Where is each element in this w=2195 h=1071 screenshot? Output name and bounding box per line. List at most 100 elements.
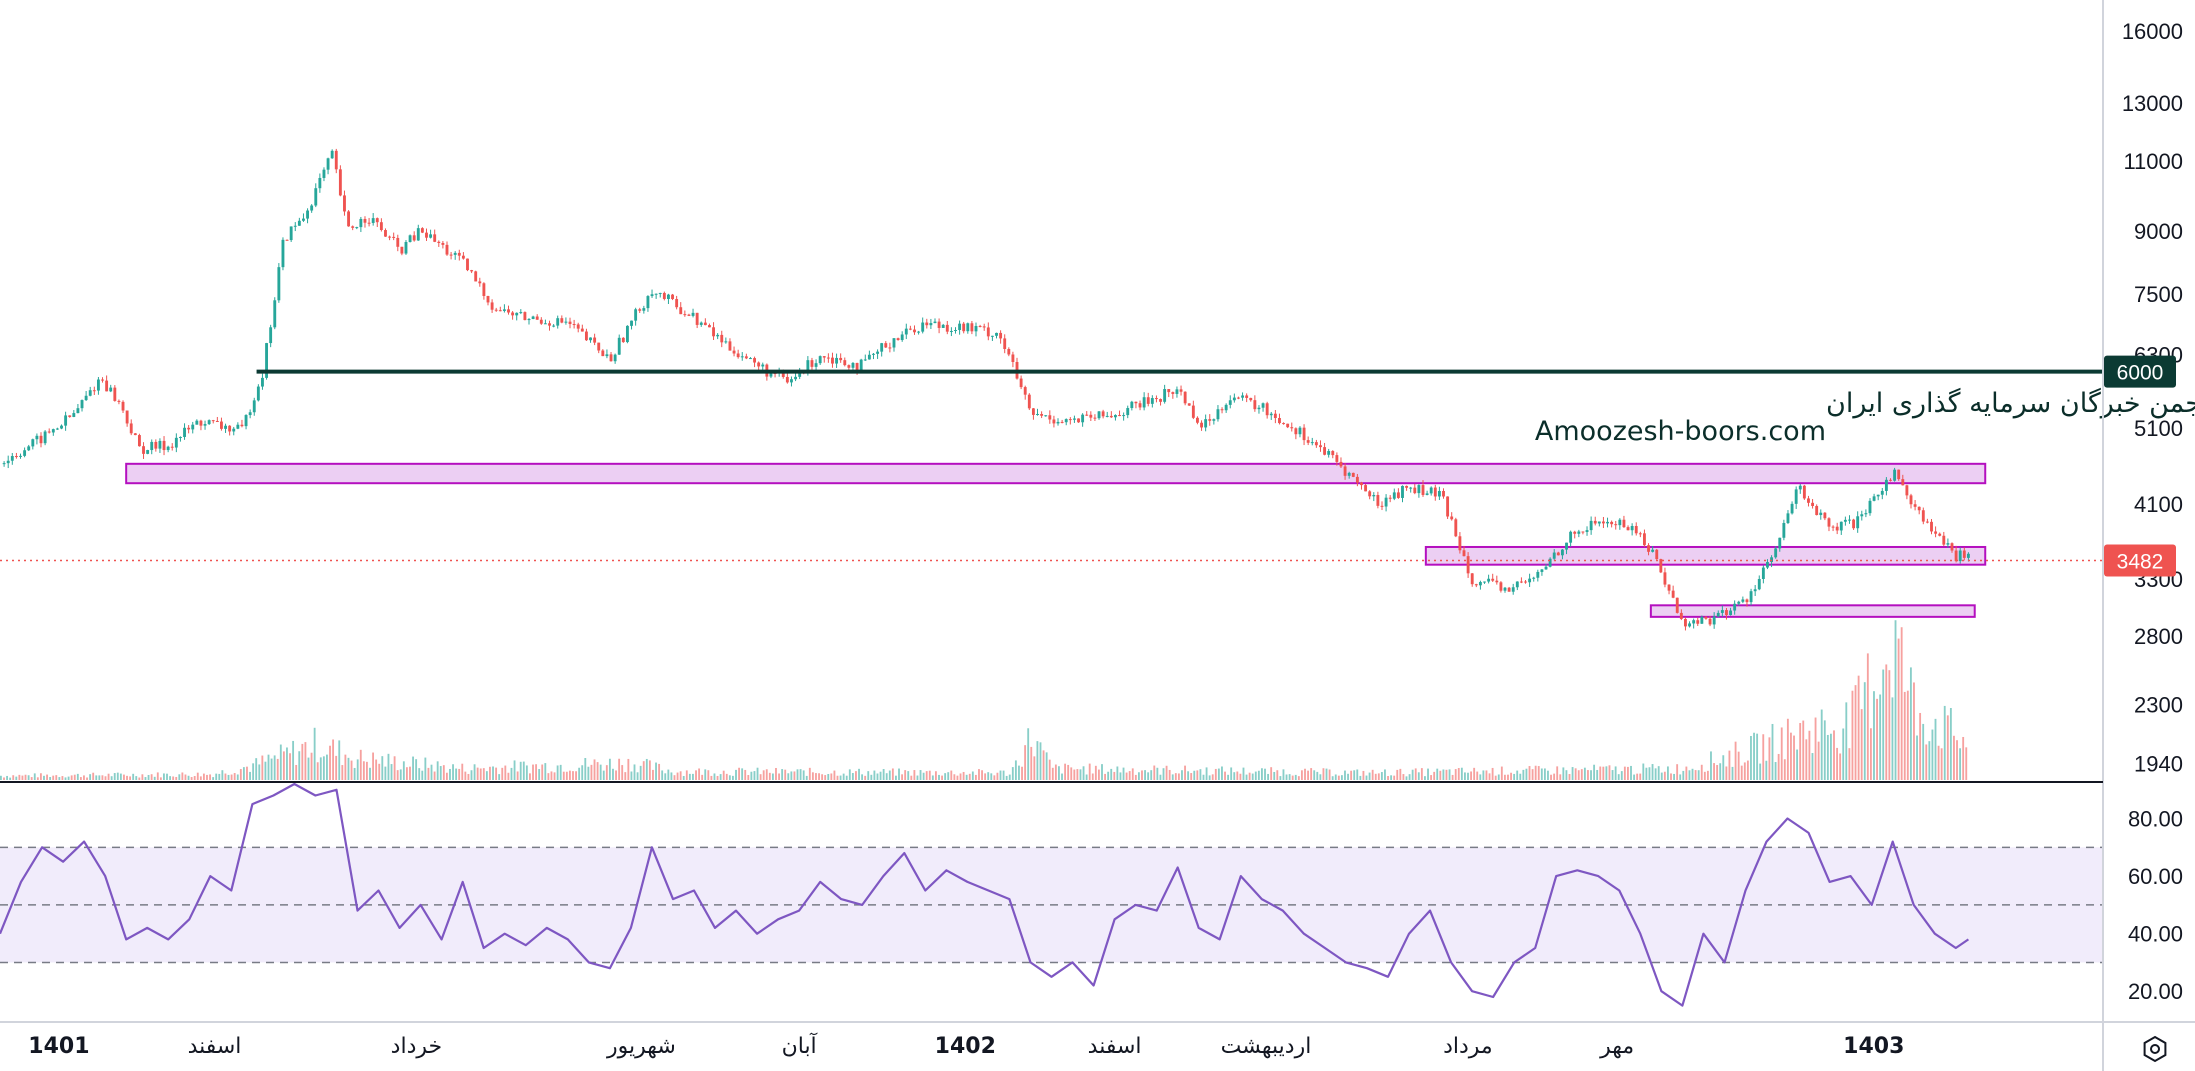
volume-bar bbox=[64, 777, 67, 780]
rsi-pane[interactable] bbox=[0, 782, 2103, 1007]
time-axis[interactable]: 1401 اسفند خرداد شهریور آبان 1402 اسفند اردیبهش… bbox=[28, 1032, 1904, 1059]
volume-bar bbox=[1384, 769, 1386, 780]
volume-bar bbox=[956, 775, 959, 780]
volume-bar bbox=[261, 755, 264, 780]
volume-bar bbox=[1799, 723, 1802, 780]
candle-body bbox=[1249, 397, 1253, 401]
volume-bar bbox=[1670, 773, 1672, 780]
volume-bar bbox=[236, 774, 239, 780]
volume-bar bbox=[1064, 763, 1067, 780]
candle-body bbox=[416, 228, 420, 241]
volume-bar bbox=[501, 767, 504, 780]
candle-body bbox=[1671, 590, 1675, 598]
candle-body bbox=[486, 295, 490, 303]
candle-body bbox=[732, 350, 736, 354]
volume-bar bbox=[1319, 774, 1322, 780]
price-axis[interactable]: 1600013000110009000750063005100410033002… bbox=[2122, 19, 2183, 776]
candle-body bbox=[289, 226, 293, 241]
volume-bar bbox=[572, 771, 574, 780]
volume-bar bbox=[1470, 771, 1473, 780]
candle-body bbox=[1368, 491, 1372, 497]
candle-body bbox=[1610, 521, 1614, 525]
volume-bar bbox=[1786, 718, 1789, 780]
volume-bar bbox=[184, 774, 187, 780]
candle-body bbox=[1331, 451, 1335, 456]
volume-bar bbox=[1639, 773, 1642, 780]
volume-bar bbox=[965, 774, 968, 780]
volume-bar bbox=[787, 773, 790, 780]
candle-body bbox=[1966, 553, 1970, 558]
candle-body bbox=[1294, 428, 1298, 435]
volume-bar bbox=[33, 773, 36, 780]
candle-body bbox=[1031, 408, 1035, 415]
volume-bar bbox=[1617, 774, 1620, 780]
candle-body bbox=[404, 242, 408, 254]
volume-bar bbox=[1227, 774, 1230, 780]
volume-bar bbox=[1765, 760, 1768, 780]
volume-bar bbox=[359, 749, 362, 780]
volume-bar bbox=[1021, 766, 1023, 780]
candle-body bbox=[474, 271, 478, 282]
rsi-axis[interactable]: 80.00 60.00 40.00 20.00 bbox=[2128, 807, 2183, 1005]
candle-body bbox=[1146, 397, 1150, 404]
price-tick-label: 5100 bbox=[2134, 416, 2183, 441]
volume-bar bbox=[455, 768, 458, 780]
candle-body bbox=[1241, 395, 1244, 398]
candle-body bbox=[27, 446, 31, 451]
candle-body bbox=[1495, 580, 1499, 583]
candle-body bbox=[1565, 542, 1568, 550]
candle-body bbox=[1101, 411, 1105, 417]
candle-body bbox=[1417, 485, 1421, 494]
volume-bar bbox=[227, 774, 230, 780]
candle-body bbox=[986, 327, 990, 337]
price-pane[interactable] bbox=[0, 148, 2103, 780]
settings-button[interactable] bbox=[2143, 1035, 2167, 1063]
volume-bar bbox=[704, 769, 707, 780]
candle-body bbox=[1237, 397, 1240, 399]
volume-bar bbox=[1753, 732, 1755, 780]
volume-bar bbox=[1836, 747, 1839, 780]
candle-body bbox=[1401, 485, 1404, 498]
volume-bar bbox=[1503, 774, 1506, 780]
candle-body bbox=[1925, 521, 1929, 523]
volume-bar bbox=[138, 777, 141, 780]
time-tick-label: 1402 bbox=[935, 1034, 996, 1059]
candle-body bbox=[1380, 505, 1384, 507]
volume-bar bbox=[633, 764, 636, 780]
volume-bar bbox=[1337, 775, 1340, 780]
candle-body bbox=[1643, 533, 1646, 546]
candle-body bbox=[1220, 409, 1224, 411]
volume-bar bbox=[1211, 774, 1214, 780]
candle-body bbox=[699, 322, 703, 325]
volume-bar bbox=[1783, 759, 1786, 780]
candle-body bbox=[10, 456, 14, 461]
volume-bar bbox=[1830, 733, 1832, 780]
candle-body bbox=[966, 323, 970, 332]
volume-bar bbox=[1491, 767, 1494, 780]
volume-bar bbox=[1273, 771, 1276, 780]
volume-bar bbox=[1153, 765, 1156, 780]
volume-bar bbox=[24, 774, 27, 780]
volume-bar bbox=[1839, 753, 1842, 780]
candle-body bbox=[1491, 578, 1495, 581]
support-zone-2 bbox=[1424, 545, 1987, 566]
candle-body bbox=[990, 335, 994, 337]
volume-bar bbox=[532, 764, 534, 780]
candle-body bbox=[753, 358, 756, 363]
watermark-line2: Amoozesh-boors.com bbox=[1535, 416, 1826, 447]
volume-bar bbox=[553, 772, 556, 780]
volume-bar bbox=[624, 772, 627, 780]
volume-bar bbox=[1808, 730, 1811, 780]
candle-body bbox=[589, 337, 592, 341]
candle-body bbox=[1253, 400, 1257, 410]
candle-body bbox=[769, 373, 773, 377]
candle-body bbox=[326, 158, 330, 170]
volume-bar bbox=[1666, 766, 1669, 780]
candle-body bbox=[872, 353, 875, 355]
volume-bar bbox=[990, 773, 993, 780]
candle-body bbox=[388, 236, 392, 238]
volume-bar bbox=[636, 772, 639, 780]
candle-body bbox=[781, 372, 785, 377]
volume-bar bbox=[1036, 741, 1039, 780]
